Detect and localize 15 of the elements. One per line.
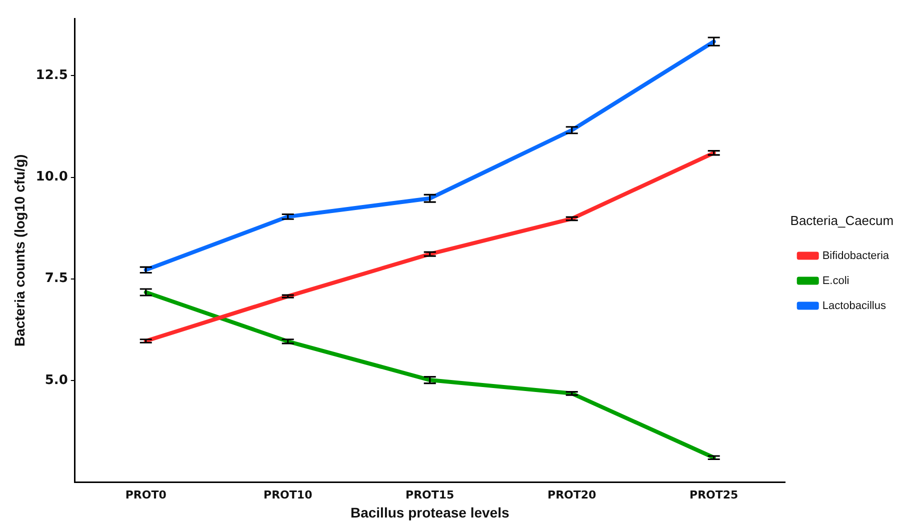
legend-label: E.coli [822,274,850,287]
y-tick-label: 7.5 [44,271,68,286]
legend-label: Lactobacillus [822,300,886,312]
x-tick-label: PROT25 [690,488,738,502]
x-axis-title: Bacillus protease levels [350,504,510,520]
y-tick-label: 12.5 [36,68,68,84]
legend-title: Bacteria_Caecum [790,212,894,228]
y-tick-label: 5.0 [44,372,68,388]
x-tick-label: PROT10 [264,488,313,502]
x-tick-label: PROT20 [548,488,597,502]
x-tick-label: PROT15 [406,488,454,502]
legend-label: Bifidobacteria [822,250,890,262]
y-tick-label: 10.0 [36,170,68,185]
x-tick-label: PROT0 [125,488,167,502]
y-axis-title: Bacteria counts (log10 cfu/g) [11,154,28,346]
